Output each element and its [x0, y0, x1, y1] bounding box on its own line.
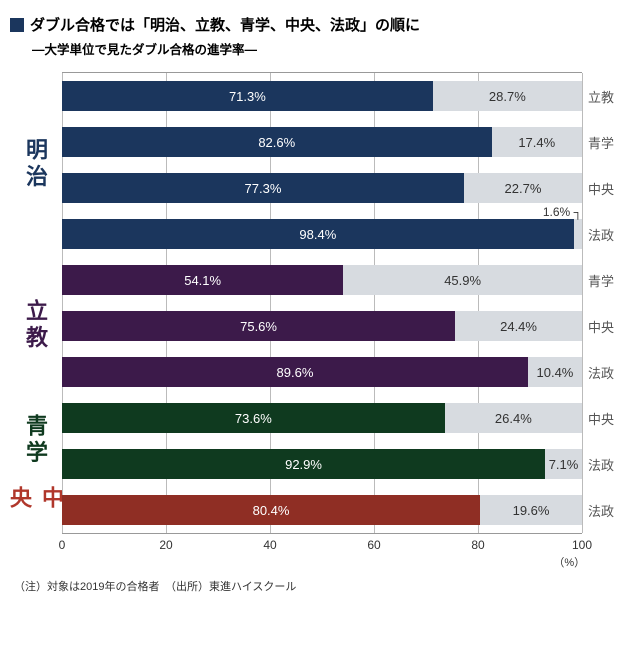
bar-primary: 89.6%: [62, 357, 528, 387]
title-row: ダブル合格では「明治、立教、青学、中央、法政」の順に: [10, 14, 630, 35]
group-label: 明治: [10, 72, 60, 256]
opponent-label: 法政: [588, 363, 628, 382]
bar-primary: 71.3%: [62, 81, 433, 111]
x-axis-unit: （%）: [553, 554, 585, 570]
bar-row: 92.9%7.1%法政: [62, 441, 582, 487]
value-callout: 1.6% ┐: [543, 205, 582, 219]
opponent-label: 青学: [588, 133, 628, 152]
bar-primary: 75.6%: [62, 311, 455, 341]
bar-primary: 77.3%: [62, 173, 464, 203]
bar-track: 82.6%17.4%: [62, 127, 582, 157]
bar-remainder: 17.4%: [492, 127, 582, 157]
bar-track: 77.3%22.7%: [62, 173, 582, 203]
x-tick: 80: [471, 538, 484, 552]
opponent-label: 中央: [588, 179, 628, 198]
bar-track: 80.4%19.6%: [62, 495, 582, 525]
bar-row: 82.6%17.4%青学: [62, 119, 582, 165]
bar-primary: 80.4%: [62, 495, 480, 525]
bar-remainder: 19.6%: [480, 495, 582, 525]
bar-track: 54.1%45.9%: [62, 265, 582, 295]
bar-row: 75.6%24.4%中央: [62, 303, 582, 349]
bar-remainder: 28.7%: [433, 81, 582, 111]
bar-track: 73.6%26.4%: [62, 403, 582, 433]
chart-subtitle: ―大学単位で見たダブル合格の進学率―: [32, 39, 630, 58]
x-axis: 020406080100（%）: [62, 534, 582, 568]
bar-remainder: 22.7%: [464, 173, 582, 203]
opponent-label: 法政: [588, 501, 628, 520]
bar-remainder: 7.1%: [545, 449, 582, 479]
bar-primary: 54.1%: [62, 265, 343, 295]
bar-primary: 82.6%: [62, 127, 492, 157]
bar-primary: 98.4%: [62, 219, 574, 249]
opponent-label: 法政: [588, 455, 628, 474]
plot-area: 71.3%28.7%立教82.6%17.4%青学77.3%22.7%中央98.4…: [62, 72, 582, 534]
bar-row: 54.1%45.9%青学: [62, 257, 582, 303]
bar-track: 75.6%24.4%: [62, 311, 582, 341]
bar-track: 98.4%1.6% ┐: [62, 219, 582, 249]
bar-track: 92.9%7.1%: [62, 449, 582, 479]
bar-remainder: 45.9%: [343, 265, 582, 295]
bar-remainder: 10.4%: [528, 357, 582, 387]
bar-remainder: [574, 219, 582, 249]
bar-row: 73.6%26.4%中央: [62, 395, 582, 441]
group-label: 立教: [10, 256, 60, 394]
opponent-label: 法政: [588, 225, 628, 244]
opponent-label: 中央: [588, 317, 628, 336]
bar-row: 77.3%22.7%中央: [62, 165, 582, 211]
footnote: （注）対象は2019年の合格者 （出所）東進ハイスクール: [14, 578, 630, 594]
bar-row: 71.3%28.7%立教: [62, 73, 582, 119]
title-square-icon: [10, 18, 24, 32]
gridline: [582, 73, 583, 533]
x-tick: 0: [59, 538, 66, 552]
bar-primary: 92.9%: [62, 449, 545, 479]
opponent-label: 青学: [588, 271, 628, 290]
opponent-label: 立教: [588, 87, 628, 106]
bar-track: 71.3%28.7%: [62, 81, 582, 111]
group-label: 中央: [10, 486, 60, 532]
bar-row: 98.4%1.6% ┐法政: [62, 211, 582, 257]
x-tick: 60: [367, 538, 380, 552]
bar-track: 89.6%10.4%: [62, 357, 582, 387]
x-tick: 40: [263, 538, 276, 552]
x-tick: 100: [572, 538, 592, 552]
chart: 明治立教青学中央 71.3%28.7%立教82.6%17.4%青学77.3%22…: [10, 72, 630, 568]
bar-primary: 73.6%: [62, 403, 445, 433]
bar-row: 89.6%10.4%法政: [62, 349, 582, 395]
group-label: 青学: [10, 394, 60, 486]
chart-title: ダブル合格では「明治、立教、青学、中央、法政」の順に: [30, 14, 420, 35]
bar-row: 80.4%19.6%法政: [62, 487, 582, 533]
x-tick: 20: [159, 538, 172, 552]
bar-remainder: 26.4%: [445, 403, 582, 433]
opponent-label: 中央: [588, 409, 628, 428]
bar-remainder: 24.4%: [455, 311, 582, 341]
